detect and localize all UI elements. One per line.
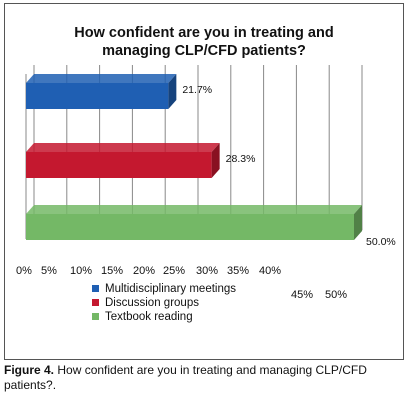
data-label: 50.0%: [366, 236, 396, 248]
caption-text: How confident are you in treating and ma…: [4, 363, 367, 392]
bar-top-face: [26, 143, 220, 152]
data-label: 21.7%: [182, 84, 212, 96]
figure-frame: [4, 3, 404, 360]
bar-top-face: [26, 205, 362, 214]
x-tick-label: 45%: [291, 289, 313, 301]
x-tick-label: 20%: [133, 265, 155, 277]
caption-label: Figure 4.: [4, 363, 55, 377]
x-tick-label: 30%: [196, 265, 218, 277]
legend-label: Textbook reading: [105, 311, 193, 323]
bar: [26, 83, 169, 109]
bar: [26, 214, 354, 240]
data-label: 28.3%: [226, 153, 256, 165]
bar-side-face: [211, 143, 220, 178]
bar: [26, 152, 212, 178]
legend-label: Discussion groups: [105, 297, 199, 309]
x-tick-label: 35%: [227, 265, 249, 277]
figure-caption: Figure 4. How confident are you in treat…: [4, 363, 404, 393]
legend-label: Multidisciplinary meetings: [105, 283, 236, 295]
bar-side-face: [168, 74, 177, 109]
bar-chart: 0% 5% 10% 15% 20% 25% 30% 35% 40% 45% 50% 21.7% 28.3…: [16, 65, 396, 323]
x-tick-label: 15%: [101, 265, 123, 277]
chart-title: How confident are you in treating and ma…: [4, 24, 404, 60]
x-tick-label: 25%: [163, 265, 185, 277]
chart-title-line-1: How confident are you in treating and: [74, 25, 334, 41]
x-tick-label: 50%: [325, 289, 347, 301]
legend-swatch: [92, 313, 99, 320]
x-tick-label: 10%: [70, 265, 92, 277]
legend-swatch: [92, 285, 99, 292]
chart-title-line-2: managing CLP/CFD patients?: [102, 43, 306, 59]
bar-top-face: [26, 74, 177, 83]
x-tick-label: 5%: [41, 265, 57, 277]
legend-swatch: [92, 299, 99, 306]
x-tick-label: 0%: [16, 265, 32, 277]
x-tick-label: 40%: [259, 265, 281, 277]
bar-side-face: [354, 205, 362, 240]
